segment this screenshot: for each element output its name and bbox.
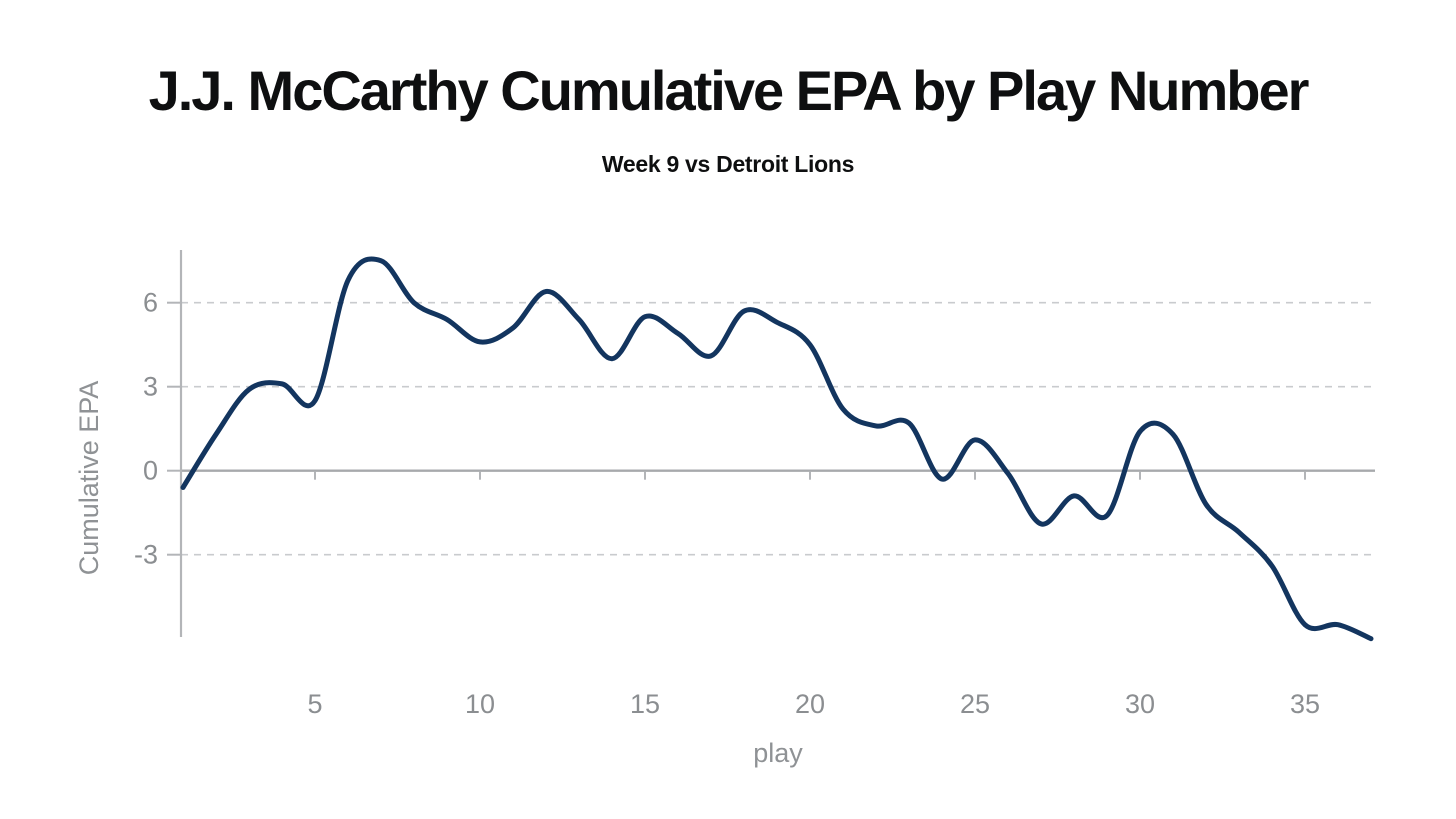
y-tick-label: -3 [134,540,158,570]
y-tick-label: 3 [143,372,158,402]
label-layer: 630-35 10 15 20 25 30 35 [134,288,1320,719]
y-tick-label: 0 [143,456,158,486]
chart-subtitle: Week 9 vs Detroit Lions [601,151,855,177]
x-tick-label: 10 [465,689,495,719]
x-tick-label: 20 [795,689,825,719]
x-tick-label: 35 [1290,689,1320,719]
x-tick-label: 25 [960,689,990,719]
cumulative-epa-line [180,256,1374,642]
axis-layer [167,250,1306,637]
x-tick-label: 15 [630,689,660,719]
series-layer [180,256,1374,642]
y-axis-title: Cumulative EPA [74,381,104,576]
grid-layer [181,301,1375,556]
x-tick-label: 5 [307,689,322,719]
y-tick-label: 6 [143,288,158,318]
chart-title: J.J. McCarthy Cumulative EPA by Play Num… [148,59,1310,122]
x-tick-label: 30 [1125,689,1155,719]
x-axis-title: play [753,738,803,768]
